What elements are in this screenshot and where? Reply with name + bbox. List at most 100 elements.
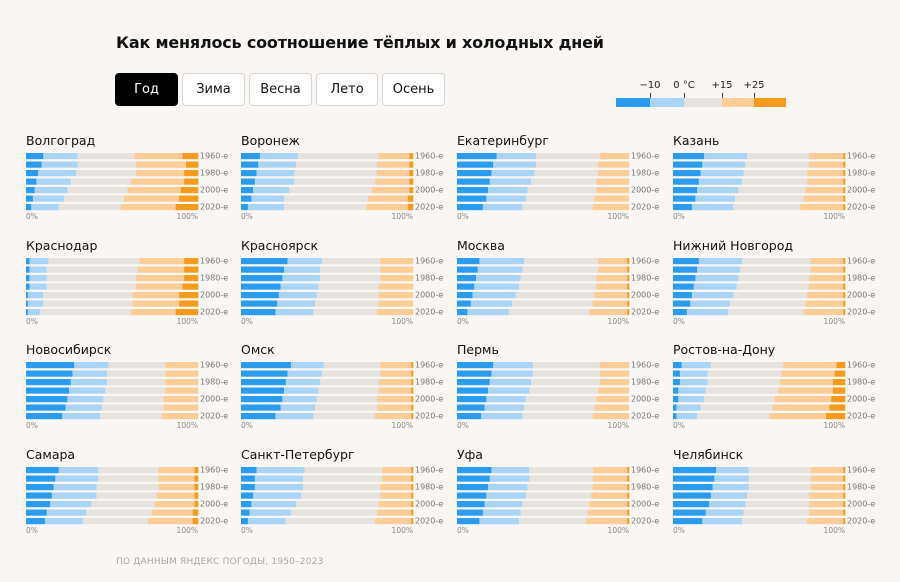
bar-segment [29,258,49,265]
bar-segment [457,475,490,482]
bar-segment [627,509,630,516]
bar-segment [738,187,806,194]
row-label: 2020-е [415,308,443,317]
city-panel: Уфа 1960-е 1980-е 2000-е 2020-е 0% 100% [457,447,659,547]
bar-segment [843,518,846,525]
bar-segment [686,309,729,316]
city-name: Ростов-на-Дону [673,342,776,357]
bar-segment [529,467,594,474]
bar-segment [241,187,254,194]
bar-segment [26,492,53,499]
bar-segment [700,170,744,177]
bar-segment [493,362,533,369]
bar-segment [103,396,164,403]
x-tick-label: 100% [392,317,413,326]
bar-segment [179,292,199,299]
bar-segment [777,387,834,394]
bar-segment [241,195,252,202]
bar-segment [457,379,490,386]
x-tick-label: 100% [177,212,198,221]
stacked-bar-chart: 1960-е 1980-е 2000-е 2020-е 0% 100% [241,152,443,221]
bar-segment [106,379,166,386]
city-panel: Екатеринбург 1960-е 1980-е 2000-е 2020-е 0% 10… [457,133,659,233]
bar-segment [378,501,412,508]
bar-segment [522,204,594,211]
bar-segment [843,475,846,482]
bar-segment [627,275,630,282]
row-label: 1960-е [415,257,443,266]
bar-segment [457,178,490,185]
city-name: Пермь [457,342,499,357]
bar-segment [472,292,516,299]
bar-segment [380,258,414,265]
bar-segment [779,379,834,386]
bar-segment [320,266,381,273]
bar-segment [320,275,381,282]
bar-segment [690,300,731,307]
bar-segment [253,492,302,499]
tab-autumn[interactable]: Осень [382,73,445,106]
bar-segment [241,300,278,307]
bar-segment [296,501,379,508]
x-tick-label: 0% [241,526,253,535]
row-label: 1960-е [200,152,228,161]
bar-segment [241,387,285,394]
bar-segment [194,501,199,508]
bar-segment [834,370,846,377]
bar-segment [130,178,185,185]
row-label: 2020-е [631,203,659,212]
bar-segment [26,413,63,420]
bar-segment [48,258,140,265]
bar-segment [484,404,525,411]
bar-segment [241,404,281,411]
bar-segment [525,492,592,499]
bar-segment [532,362,601,369]
tab-summer[interactable]: Лето [316,73,378,106]
bar-segment [26,300,29,307]
bar-segment [411,501,414,508]
tab-winter[interactable]: Зима [182,73,245,106]
bar-segment [27,300,44,307]
bar-segment [697,187,739,194]
bar-segment [368,195,409,202]
bar-segment [676,413,698,420]
bar-segment [380,362,412,369]
bar-segment [487,387,530,394]
bar-segment [124,195,180,202]
bar-segment [301,492,381,499]
bar-segment [596,187,630,194]
bar-segment [627,292,630,299]
bar-segment [746,153,810,160]
bar-segment [741,258,811,265]
bar-segment [285,518,376,525]
bar-segment [808,492,844,499]
tab-spring[interactable]: Весна [249,73,312,106]
bar-segment [378,379,412,386]
bar-segment [290,509,378,516]
bar-segment [251,501,297,508]
bar-segment [703,153,748,160]
bar-segment [457,509,484,516]
bar-segment [487,187,528,194]
bar-segment [457,153,497,160]
bar-segment [371,187,410,194]
bar-segment [31,204,59,211]
legend-swatch-15-to-25 [722,98,754,107]
bar-segment [376,404,412,411]
tab-year[interactable]: Год [115,73,178,106]
bar-segment [275,413,314,420]
bar-segment [184,178,199,185]
bar-segment [321,258,381,265]
bar-segment [529,387,599,394]
row-label: 2000-е [200,500,228,509]
bar-segment [194,484,199,491]
bar-segment [380,266,414,273]
city-name: Самара [26,447,76,462]
bar-segment [134,153,183,160]
bar-segment [314,404,378,411]
city-name: Казань [673,133,720,148]
bar-segment [829,404,846,411]
bar-segment [284,387,319,394]
bar-segment [679,379,708,386]
bar-segment [254,475,304,482]
